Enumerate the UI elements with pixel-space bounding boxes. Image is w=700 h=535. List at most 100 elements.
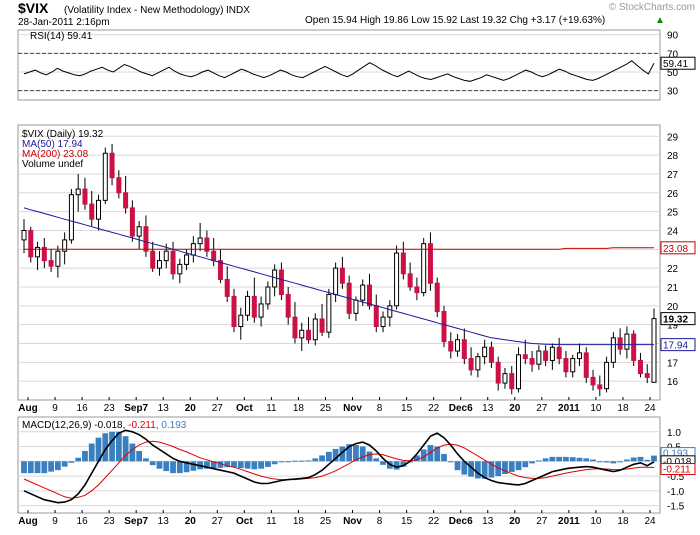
candle-down [448, 341, 454, 352]
ma50-last-value-label: 17.94 [663, 341, 688, 352]
price-x-tick-label: 13 [158, 403, 170, 414]
macd-histogram-bar [427, 445, 434, 462]
price-tick-label: 21 [667, 283, 679, 294]
price-tick-label: 28 [667, 151, 679, 162]
macd-histogram-bar [27, 461, 34, 474]
macd-histogram-bar [61, 461, 68, 467]
exchange-label: INDX [226, 5, 250, 16]
macd-x-tick-label: 8 [377, 516, 383, 527]
quote-line: Open 15.94 High 19.86 Low 15.92 Last 19.… [305, 15, 605, 26]
macd-histogram-bar [556, 456, 563, 462]
candle-down [488, 346, 494, 363]
rsi-last-value-box [660, 56, 696, 70]
candle-up [258, 303, 264, 318]
candle-up [610, 337, 616, 363]
candle-down [366, 284, 372, 307]
rsi-tick-label: 30 [667, 87, 679, 98]
macd-histogram-bar [502, 461, 508, 475]
candle-up [21, 229, 27, 241]
price-x-tick-label: 20 [185, 403, 197, 414]
quote-up-arrow-icon: ▲ [655, 15, 665, 26]
candle-up [136, 226, 142, 237]
macd-x-tick-label: Dec6 [449, 516, 473, 527]
macd-tick-label: -1.0 [667, 487, 685, 498]
macd-x-tick-label: 25 [320, 516, 332, 527]
macd-histogram-bar [48, 461, 54, 472]
macd-histogram-bar [651, 455, 657, 462]
macd-histogram-bar [231, 461, 237, 468]
macd-x-tick-label: 16 [77, 516, 89, 527]
macd-histogram-bar [339, 446, 346, 462]
candle-up [387, 305, 393, 318]
candle-down [231, 295, 237, 328]
ma50-line [23, 207, 654, 346]
candle-down [441, 310, 447, 343]
ma200-last-value-box [660, 241, 696, 255]
candle-down [204, 237, 210, 252]
candle-down [41, 246, 47, 262]
price-x-tick-label: Dec6 [449, 403, 473, 414]
candle-down [522, 354, 528, 360]
candle-up [516, 354, 522, 390]
candle-down [150, 250, 156, 269]
price-x-tick-label: 2011 [558, 403, 580, 414]
macd-histogram-bar [515, 461, 522, 471]
candle-up [604, 361, 610, 390]
candle-down [590, 376, 596, 386]
candle-up [245, 295, 251, 316]
candle-down [617, 337, 623, 350]
candle-up [536, 350, 542, 365]
candle-down [109, 152, 115, 179]
candle-up [394, 252, 400, 307]
macd-histogram-bar [549, 456, 556, 462]
price-x-tick-label: 23 [104, 403, 116, 414]
macd-x-tick-label: 20 [185, 516, 197, 527]
candle-up [299, 329, 305, 339]
candle-down [339, 267, 345, 284]
macd-x-tick-label: 15 [401, 516, 413, 527]
macd-histogram-bar [414, 455, 420, 462]
macd-signal-line [23, 440, 655, 499]
macd-histogram-bar [441, 453, 447, 462]
ma50-last-value-box [660, 338, 696, 352]
macd-legend-signal: -0.211, [128, 420, 161, 431]
price-x-tick-label: 18 [617, 403, 629, 414]
macd-histogram-bar [359, 446, 366, 462]
macd-histogram-bar [88, 443, 95, 462]
macd-histogram-bar [122, 436, 129, 462]
price-x-tick-label: 16 [77, 403, 89, 414]
macd-histogram-bar [115, 431, 122, 462]
macd-histogram-bar [68, 461, 75, 463]
candle-up [197, 237, 203, 245]
macd-x-tick-label: 18 [617, 516, 629, 527]
histogram-last-value-label: 0.193 [663, 449, 688, 460]
macd-histogram-bar [264, 461, 271, 467]
candle-up [333, 267, 339, 296]
price-legend-item: $VIX (Daily) 19.32 [22, 129, 104, 140]
macd-x-tick-label: 22 [428, 516, 440, 527]
macd-histogram-bar [41, 461, 48, 474]
datetime-label: 28-Jan-2011 2:16pm [18, 17, 110, 28]
price-x-tick-label: 27 [212, 403, 224, 414]
candle-down [414, 286, 420, 294]
signal-last-value-label: -0.211 [663, 465, 691, 476]
macd-histogram-bar [542, 458, 549, 462]
macd-histogram-bar [373, 458, 380, 462]
macd-histogram-bar [163, 461, 170, 472]
rsi-tick-label: 70 [667, 49, 679, 60]
candle-down [224, 278, 230, 297]
candle-up [475, 356, 481, 371]
candle-down [468, 358, 474, 371]
macd-histogram-bar [237, 461, 244, 469]
candle-down [48, 260, 54, 267]
price-x-tick-label: Nov [343, 403, 362, 414]
ma200-line [24, 247, 654, 250]
macd-x-tick-label: 13 [482, 516, 494, 527]
price-tick-label: 24 [667, 226, 679, 237]
candle-down [400, 252, 406, 275]
macd-tick-label: -0.5 [667, 472, 685, 483]
price-x-tick-label: 11 [266, 403, 277, 414]
macd-histogram-bar [535, 460, 542, 462]
macd-x-tick-label: 18 [293, 516, 305, 527]
